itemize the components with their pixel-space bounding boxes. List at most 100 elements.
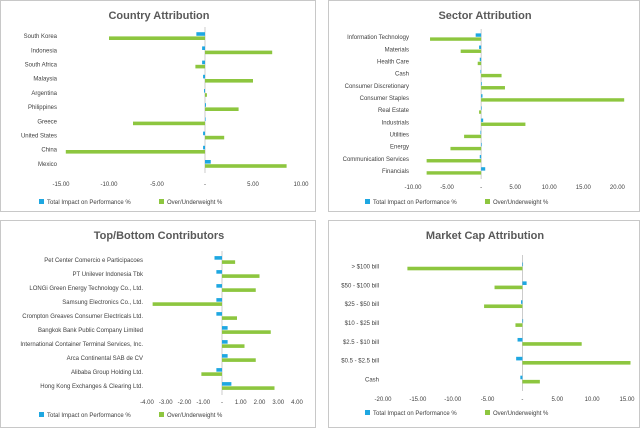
impact-bar [205, 160, 211, 164]
weight-bar [464, 134, 482, 139]
impact-bar [480, 69, 482, 74]
impact-bar [196, 32, 205, 36]
category-label: Pet Center Comercio e Participacoes [44, 258, 143, 264]
category-label: $10 - $25 bill [345, 321, 379, 327]
impact-bar [481, 118, 484, 122]
x-tick-label: - [221, 400, 223, 406]
weight-bar [109, 36, 205, 40]
x-tick-label: 10.00 [585, 397, 601, 403]
category-label: International Container Terminal Service… [20, 342, 143, 348]
impact-bar [481, 82, 482, 86]
impact-bar [481, 142, 482, 147]
legend-impact-label: Total Impact on Performance % [373, 411, 457, 417]
x-tick-label: -1.00 [196, 400, 210, 406]
impact-bar [479, 57, 482, 62]
weight-bar [222, 330, 271, 334]
impact-bar [216, 312, 222, 316]
category-label: Real Estate [378, 108, 410, 114]
impact-bar [522, 281, 527, 285]
legend-impact-swatch [39, 412, 44, 417]
weight-bar [407, 266, 523, 271]
x-tick-label: -10.00 [444, 397, 462, 403]
legend-impact-label: Total Impact on Performance % [373, 200, 457, 206]
x-tick-label: -4.00 [140, 400, 154, 406]
category-label: United States [21, 134, 57, 140]
impact-bar [203, 131, 205, 136]
weight-bar [522, 342, 582, 346]
category-label: Bangkok Bank Public Company Limited [38, 328, 143, 334]
impact-bar [481, 94, 483, 98]
impact-bar [480, 130, 482, 135]
impact-bar [520, 375, 523, 380]
impact-bar [205, 117, 206, 121]
legend-weight-swatch [485, 199, 490, 204]
category-label: Arca Continental SAB de CV [67, 356, 143, 362]
impact-bar [204, 89, 205, 93]
category-label: $50 - $100 bill [341, 283, 379, 289]
category-label: Greece [37, 119, 57, 125]
legend-weight-label: Over/Underweight % [493, 200, 549, 206]
impact-bar [222, 382, 232, 386]
category-label: > $100 bill [351, 264, 379, 270]
legend-weight-swatch [159, 412, 164, 417]
category-label: South Africa [25, 63, 58, 69]
legend-weight-label: Over/Underweight % [167, 200, 223, 206]
x-tick-label: 15.00 [619, 397, 635, 403]
category-label: Samsung Electronics Co., Ltd. [62, 300, 143, 306]
weight-bar [222, 288, 256, 292]
country-attribution-chart: Country Attribution South Korea Indonesia S… [0, 0, 316, 212]
impact-bar [479, 45, 482, 49]
weight-bar [222, 358, 256, 362]
weight-bar [479, 110, 482, 114]
weight-bar [426, 171, 482, 175]
impact-bar [214, 256, 222, 260]
category-label: Energy [390, 145, 409, 151]
category-label: Philippines [28, 105, 57, 111]
category-label: China [41, 148, 57, 154]
impact-bar [522, 262, 524, 267]
category-label: Information Technology [347, 35, 409, 41]
chart-title: Sector Attribution [438, 10, 531, 22]
impact-bar [216, 284, 222, 288]
weight-bar [481, 73, 502, 78]
x-tick-label: 2.00 [254, 400, 266, 406]
impact-bar [479, 155, 482, 159]
x-tick-label: 5.00 [247, 182, 259, 188]
weight-bar [222, 344, 245, 348]
legend-impact-swatch [39, 199, 44, 204]
impact-bar [216, 298, 222, 302]
impact-bar [202, 60, 205, 65]
chart-svg: Top/Bottom Contributors Pet Center Comerc… [20, 230, 303, 419]
weight-bar [460, 49, 482, 53]
category-label: Consumer Discretionary [345, 84, 409, 90]
category-label: Utilities [390, 132, 409, 138]
legend-impact-label: Total Impact on Performance % [47, 200, 131, 206]
impact-bar [222, 354, 228, 358]
impact-bar [216, 270, 222, 274]
category-label: Alibaba Group Holding Ltd. [71, 370, 143, 376]
weight-bar [477, 61, 482, 66]
impact-bar [481, 106, 482, 110]
weight-bar [481, 98, 625, 102]
legend-impact-swatch [365, 199, 370, 204]
impact-bar [516, 356, 523, 361]
weight-bar [152, 302, 222, 306]
chart-title: Top/Bottom Contributors [94, 230, 225, 242]
weight-bar [522, 379, 540, 384]
category-label: PT Unilever Indonesia Tbk [73, 272, 144, 278]
weight-bar [133, 121, 205, 126]
impact-bar [222, 340, 228, 344]
impact-bar [522, 319, 524, 323]
category-label: Indonesia [31, 48, 58, 54]
category-label: South Korea [24, 34, 58, 40]
x-tick-label: 5.00 [509, 185, 521, 191]
x-tick-label: -5.00 [481, 397, 495, 403]
weight-bar [222, 274, 260, 278]
weight-bar [494, 285, 523, 290]
legend-impact-label: Total Impact on Performance % [47, 413, 131, 419]
category-label: $25 - $50 bill [345, 302, 379, 308]
weight-bar [430, 37, 482, 41]
category-label: Industrials [382, 120, 409, 126]
weight-bar [205, 50, 273, 55]
category-label: Malaysia [33, 77, 57, 83]
